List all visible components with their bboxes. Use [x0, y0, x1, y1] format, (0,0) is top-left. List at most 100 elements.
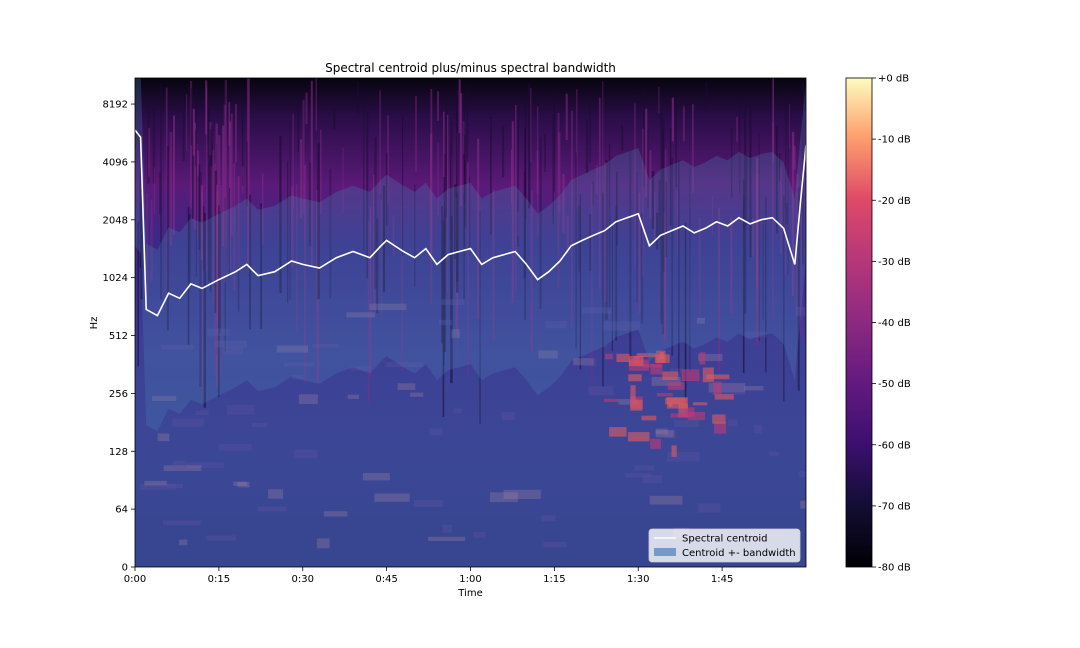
y-tick-label: 0: [122, 563, 128, 574]
spectral-streak: [194, 129, 197, 167]
spectral-streak: [566, 215, 569, 254]
colorbar-gradient: [845, 77, 873, 568]
spectral-streak: [192, 108, 195, 156]
spectral-streak: [515, 104, 517, 293]
spectral-streak: [558, 132, 561, 213]
spectral-streak: [692, 104, 694, 194]
spectrogram-texture: [135, 78, 806, 549]
spectral-streak: [621, 124, 624, 151]
spectral-streak: [211, 142, 213, 166]
spectral-streak: [147, 104, 150, 184]
x-axis-label: Time: [457, 588, 482, 599]
harmonic-band: [362, 473, 390, 481]
spectral-streak: [146, 193, 149, 300]
energy-patch: [702, 367, 714, 383]
spectral-streak: [653, 192, 656, 240]
spectral-streak: [216, 191, 219, 324]
spectral-streak: [539, 136, 542, 309]
spectral-streak: [194, 122, 197, 230]
harmonic-band: [214, 340, 248, 348]
y-tick-label: 1024: [103, 273, 128, 284]
spectral-streak: [201, 192, 204, 398]
spectral-streak: [492, 189, 495, 340]
spectral-streak: [575, 152, 577, 349]
spectral-streak: [490, 117, 492, 235]
harmonic-band: [798, 471, 806, 478]
bandwidth-band: [135, 78, 806, 432]
spectral-streak: [241, 166, 244, 194]
spectral-streak: [791, 131, 795, 297]
harmonic-band: [161, 345, 195, 350]
energy-patch: [656, 393, 673, 397]
spectral-streak: [443, 214, 445, 366]
spectral-streak: [524, 99, 527, 219]
harmonic-band: [312, 343, 339, 348]
spectral-streak: [571, 110, 573, 328]
energy-patch: [654, 354, 670, 363]
spectral-streak: [804, 110, 806, 212]
harmonic-band: [501, 412, 515, 421]
harmonic-band: [291, 375, 304, 380]
legend-bandwidth-label: Centroid +- bandwidth: [682, 548, 796, 559]
spectral-streak: [645, 108, 648, 198]
spectral-streak: [524, 127, 526, 321]
spectral-streak: [218, 205, 220, 397]
harmonic-band: [298, 394, 318, 404]
spectral-streak: [392, 215, 395, 257]
spectral-streak: [320, 129, 322, 214]
spectral-streak: [208, 108, 211, 282]
spectral-streak: [229, 121, 232, 270]
spectral-streak: [200, 185, 204, 261]
spectral-streak: [682, 106, 686, 142]
spectral-streak: [468, 176, 471, 249]
colorbar-tick-label: -30 dB: [878, 257, 911, 268]
spectral-streak: [742, 179, 745, 373]
spectral-streak: [182, 110, 185, 162]
spectral-streak: [615, 206, 618, 341]
spectral-streak: [304, 164, 306, 384]
spectral-streak: [401, 206, 404, 372]
harmonic-band: [618, 398, 639, 405]
x-tick-label: 0:15: [208, 574, 230, 585]
harmonic-band: [666, 452, 700, 462]
harmonic-band: [237, 482, 250, 488]
harmonic-band: [753, 424, 763, 434]
spectral-streak: [140, 188, 143, 300]
spectral-streak: [736, 116, 738, 142]
energy-patch: [609, 427, 627, 437]
energy-patch: [628, 374, 642, 382]
spectral-streak: [698, 217, 701, 319]
spectral-streak: [530, 88, 532, 163]
spectral-streak: [665, 181, 668, 258]
spectral-streak: [477, 138, 480, 319]
energy-patch: [605, 353, 613, 360]
spectral-streak: [553, 90, 555, 192]
spectral-streak: [333, 108, 336, 130]
harmonic-band: [144, 480, 167, 486]
spectral-streak: [785, 203, 788, 224]
spectral-streak: [467, 162, 470, 375]
energy-patch: [671, 445, 677, 457]
harmonic-band: [651, 376, 681, 386]
harmonic-band: [172, 418, 205, 427]
spectral-streak: [222, 125, 225, 247]
harmonic-band: [410, 392, 424, 397]
spectral-streak: [676, 190, 679, 257]
spectral-streak: [649, 150, 652, 219]
spectral-streak: [671, 158, 673, 356]
spectral-streak: [466, 85, 469, 162]
spectral-streak: [441, 205, 443, 344]
harmonic-band: [744, 331, 768, 338]
harmonic-band: [543, 541, 568, 548]
spectral-streak: [210, 128, 212, 293]
spectral-streak: [224, 79, 228, 250]
harmonic-band: [226, 404, 255, 415]
harmonic-band: [698, 353, 723, 361]
harmonic-band: [268, 489, 284, 499]
spectral-streak: [595, 165, 598, 194]
spectral-streak: [787, 90, 789, 276]
spectral-streak: [249, 194, 251, 330]
spectral-streak: [430, 89, 433, 304]
colorbar-tick-label: +0 dB: [878, 74, 909, 85]
